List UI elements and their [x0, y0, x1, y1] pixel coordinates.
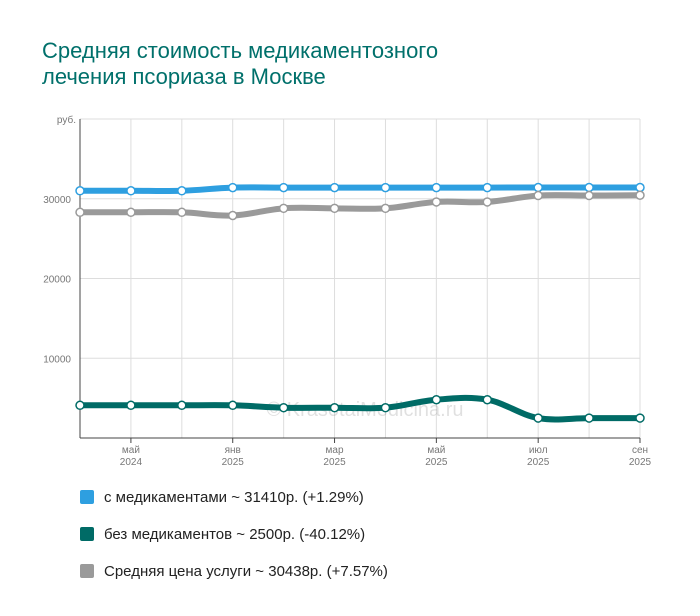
data-point [329, 203, 340, 214]
data-point [278, 182, 289, 193]
y-tick-label: 30000 [43, 195, 71, 206]
data-point [75, 207, 85, 218]
data-point [380, 203, 391, 214]
legend-swatch-with-drugs [80, 490, 94, 504]
series-line [77, 192, 643, 219]
data-point [431, 197, 442, 207]
x-tick-label-month: мар [326, 445, 344, 456]
data-point [482, 394, 493, 405]
data-point [431, 394, 442, 405]
x-tick-label-month: май [122, 445, 140, 456]
data-point [482, 182, 493, 193]
data-point [177, 186, 187, 196]
data-point [75, 186, 85, 196]
data-point [126, 400, 136, 411]
data-point [533, 190, 543, 201]
data-point [635, 182, 645, 193]
legend-label-average-price: Средняя цена услуги ~ 30438р. (+7.57%) [104, 562, 388, 580]
chart-title-line-1: Средняя стоимость медикаментозного [42, 38, 439, 63]
x-tick-label-month: сен [632, 445, 648, 456]
data-point [278, 402, 289, 413]
x-tick-label-month: май [427, 445, 445, 456]
legend-label-with-drugs: с медикаментами ~ 31410р. (+1.29%) [104, 488, 364, 506]
x-tick-label-month: янв [225, 445, 241, 456]
data-point [533, 182, 543, 193]
x-tick-label-year: 2025 [425, 457, 448, 468]
x-tick-label-year: 2025 [222, 457, 245, 468]
y-tick-label: 10000 [43, 354, 71, 365]
data-point [380, 182, 391, 193]
data-point [227, 210, 238, 221]
data-point [584, 182, 594, 193]
chart-title: Средняя стоимость медикаментозного лечен… [42, 38, 562, 90]
data-point [227, 400, 238, 411]
legend-label-without-drugs: без медикаментов ~ 2500р. (-40.12%) [104, 525, 366, 543]
data-point [533, 413, 543, 423]
data-point [329, 402, 340, 413]
legend-item-with-drugs[interactable]: с медикаментами ~ 31410р. (+1.29%) [80, 488, 388, 506]
data-point [177, 400, 187, 411]
data-point [584, 413, 594, 423]
data-point [75, 400, 85, 411]
data-point [380, 402, 391, 413]
chart-title-line-2: лечения псориаза в Москве [42, 64, 326, 89]
data-point [635, 413, 645, 423]
x-tick-label-year: 2025 [323, 457, 346, 468]
legend-swatch-average-price [80, 564, 94, 578]
legend-item-average-price[interactable]: Средняя цена услуги ~ 30438р. (+7.57%) [80, 562, 388, 580]
data-point [329, 182, 340, 193]
series-line [77, 184, 643, 195]
x-tick-label-year: 2024 [120, 457, 143, 468]
line-chart: 100002000030000руб.май2024янв2025мар2025… [43, 114, 652, 468]
legend-item-without-drugs[interactable]: без медикаментов ~ 2500р. (-40.12%) [80, 525, 388, 543]
legend-swatch-without-drugs [80, 527, 94, 541]
y-unit-label: руб. [57, 114, 76, 126]
chart-legend: с медикаментами ~ 31410р. (+1.29%) без м… [80, 488, 388, 599]
data-point [482, 197, 493, 207]
data-point [635, 190, 645, 201]
data-point [278, 203, 289, 214]
data-point [126, 207, 136, 218]
data-point [126, 186, 136, 196]
y-tick-label: 20000 [43, 275, 71, 286]
x-tick-label-month: июл [529, 445, 548, 456]
data-point [584, 190, 594, 201]
data-point [431, 182, 442, 193]
data-point [227, 182, 238, 193]
x-tick-label-year: 2025 [629, 457, 652, 468]
x-tick-label-year: 2025 [527, 457, 550, 468]
data-point [177, 207, 187, 218]
